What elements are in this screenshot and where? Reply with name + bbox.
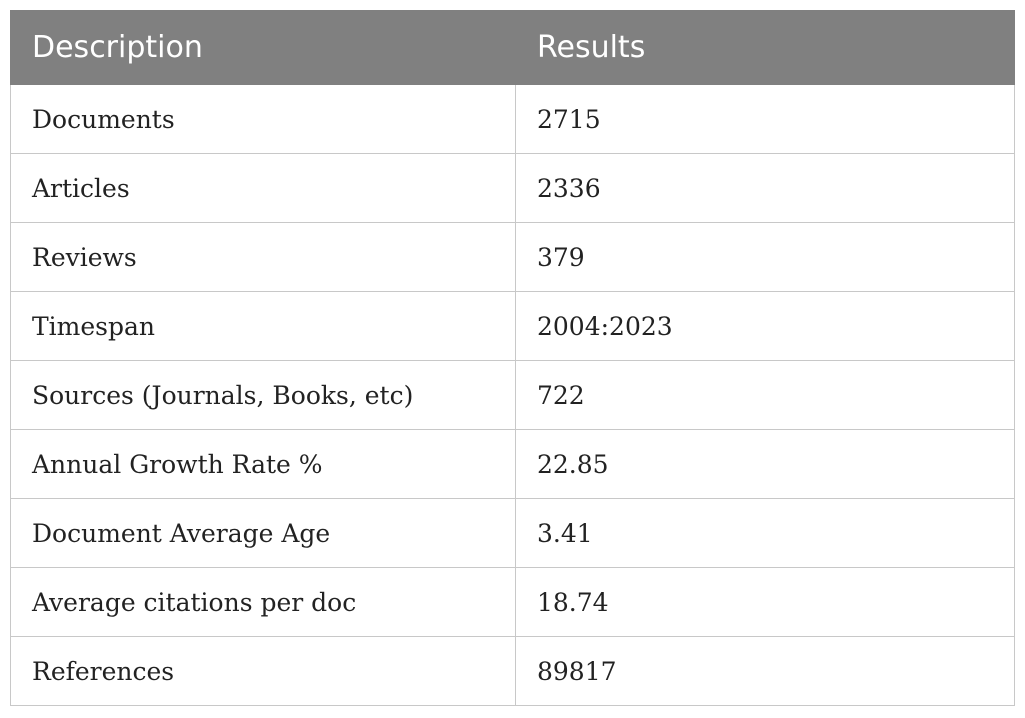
table-row: Reviews 379 [10, 222, 1015, 292]
row-description: Average citations per doc [10, 567, 516, 637]
row-description: Document Average Age [10, 498, 516, 568]
table-row: Documents 2715 [10, 84, 1015, 154]
header-results: Results [515, 10, 1015, 85]
table-row: Timespan 2004:2023 [10, 291, 1015, 361]
table-row: Sources (Journals, Books, etc) 722 [10, 360, 1015, 430]
row-result: 2004:2023 [515, 291, 1015, 361]
row-description: Articles [10, 153, 516, 223]
row-description: Annual Growth Rate % [10, 429, 516, 499]
row-result: 3.41 [515, 498, 1015, 568]
row-description: Sources (Journals, Books, etc) [10, 360, 516, 430]
table-row: References 89817 [10, 636, 1015, 706]
row-result: 722 [515, 360, 1015, 430]
table-row: Document Average Age 3.41 [10, 498, 1015, 568]
header-row: Description Results [10, 10, 1015, 85]
header-description: Description [10, 10, 516, 85]
summary-table: Description Results Documents 2715 Artic… [10, 10, 1015, 706]
row-result: 22.85 [515, 429, 1015, 499]
table-header: Description Results [10, 10, 1015, 85]
row-result: 379 [515, 222, 1015, 292]
row-description: Reviews [10, 222, 516, 292]
row-description: Timespan [10, 291, 516, 361]
table-body: Documents 2715 Articles 2336 Reviews 379… [10, 84, 1015, 706]
table-row: Average citations per doc 18.74 [10, 567, 1015, 637]
table-row: Annual Growth Rate % 22.85 [10, 429, 1015, 499]
row-result: 18.74 [515, 567, 1015, 637]
row-description: References [10, 636, 516, 706]
row-result: 89817 [515, 636, 1015, 706]
table-row: Articles 2336 [10, 153, 1015, 223]
row-result: 2336 [515, 153, 1015, 223]
row-result: 2715 [515, 84, 1015, 154]
row-description: Documents [10, 84, 516, 154]
